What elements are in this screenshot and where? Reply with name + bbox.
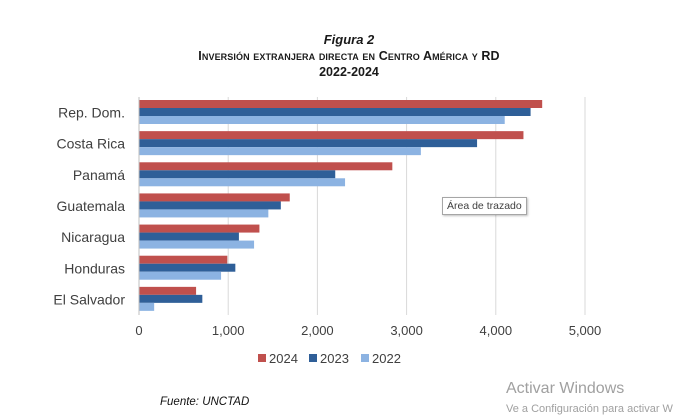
figure-label: Figura 2 — [323, 32, 375, 47]
bar-2022-4[interactable] — [139, 240, 255, 249]
bar-2023-2[interactable] — [139, 170, 336, 179]
x-tick-label: 2,000 — [301, 323, 334, 338]
bar-2023-4[interactable] — [139, 232, 239, 241]
plot-area-tooltip: Área de trazado — [442, 197, 527, 215]
x-tick-label: 3,000 — [390, 323, 423, 338]
bar-2024-5[interactable] — [139, 255, 228, 264]
bar-2024-6[interactable] — [139, 286, 197, 295]
legend-entry-2023: 2023 — [320, 351, 349, 366]
bar-2023-3[interactable] — [139, 201, 281, 210]
legend-entry-2022: 2022 — [372, 351, 401, 366]
windows-activation-watermark: Activar Windows — [506, 380, 625, 397]
x-tick-label: 1,000 — [212, 323, 245, 338]
bar-2024-4[interactable] — [139, 224, 260, 233]
x-tick-label: 0 — [135, 323, 142, 338]
source-note: Fuente: UNCTAD — [160, 396, 250, 408]
bar-2024-3[interactable] — [139, 193, 290, 202]
bar-2024-2[interactable] — [139, 162, 393, 171]
bar-2022-2[interactable] — [139, 178, 346, 187]
chart-subtitle: 2022-2024 — [319, 65, 379, 79]
category-label: Costa Rica — [57, 136, 126, 152]
bar-2023-1[interactable] — [139, 139, 478, 148]
category-label: Panamá — [73, 167, 125, 183]
chart-title-block: Figura 2 Inversión extranjera directa en… — [0, 32, 698, 80]
category-label: Rep. Dom. — [58, 105, 125, 121]
category-label: Honduras — [64, 260, 125, 276]
chart-title: Inversión extranjera directa en Centro A… — [198, 49, 500, 63]
bar-2022-3[interactable] — [139, 209, 269, 218]
bar-2023-0[interactable] — [139, 108, 531, 116]
category-label: El Salvador — [53, 291, 125, 307]
bar-2024-0[interactable] — [139, 100, 543, 108]
legend-entry-2024: 2024 — [269, 351, 298, 366]
bar-2022-1[interactable] — [139, 147, 421, 156]
category-label: Guatemala — [57, 198, 126, 214]
bar-2023-6[interactable] — [139, 294, 203, 303]
windows-activation-hint: Ve a Configuración para activar W — [506, 403, 673, 415]
bar-2022-6[interactable] — [139, 302, 155, 311]
bar-2022-5[interactable] — [139, 271, 222, 280]
bar-2024-1[interactable] — [139, 131, 524, 140]
legend-swatch-2022 — [361, 354, 369, 362]
legend-swatch-2024 — [258, 354, 266, 362]
legend-swatch-2023 — [309, 354, 317, 362]
bar-2023-5[interactable] — [139, 263, 236, 272]
category-label: Nicaragua — [61, 229, 125, 245]
x-tick-label: 4,000 — [480, 323, 513, 338]
x-tick-label: 5,000 — [569, 323, 602, 338]
bar-2022-0[interactable] — [139, 116, 505, 124]
